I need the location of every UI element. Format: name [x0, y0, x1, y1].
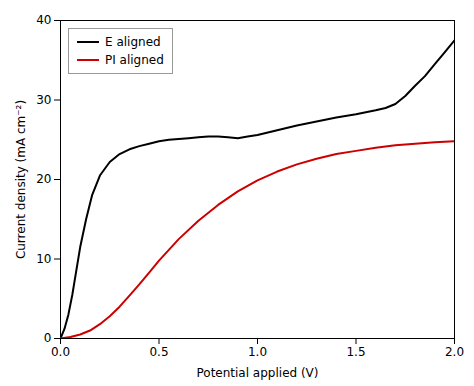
svg-text:20: 20 — [36, 172, 51, 186]
svg-text:0.0: 0.0 — [51, 345, 70, 359]
svg-text:1.5: 1.5 — [346, 345, 365, 359]
svg-text:30: 30 — [36, 93, 51, 107]
svg-text:1.0: 1.0 — [248, 345, 267, 359]
html-text:E aligned: E aligned — [105, 35, 161, 49]
html-text:PI aligned: PI aligned — [105, 53, 164, 67]
svg-text:10: 10 — [36, 252, 51, 266]
svg-text:40: 40 — [36, 13, 51, 27]
svg-text:0.5: 0.5 — [149, 345, 168, 359]
svg-text:Potential applied (V): Potential applied (V) — [196, 366, 318, 380]
svg-text:0: 0 — [44, 331, 52, 345]
svg-text:Current density (mA cm⁻²): Current density (mA cm⁻²) — [14, 100, 28, 259]
svg-text:2.0: 2.0 — [445, 345, 464, 359]
